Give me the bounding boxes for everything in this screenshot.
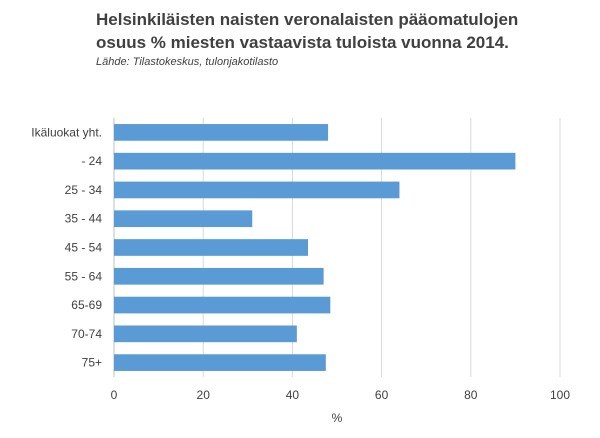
category-label: Ikäluokat yht. bbox=[31, 125, 102, 139]
bar bbox=[114, 124, 329, 141]
bar bbox=[114, 210, 253, 228]
bar bbox=[114, 152, 516, 170]
category-label: 25 - 34 bbox=[65, 183, 103, 197]
category-label: 70-74 bbox=[71, 327, 102, 341]
x-axis-label: % bbox=[332, 411, 343, 425]
x-tick-label: 60 bbox=[375, 388, 389, 402]
bar bbox=[114, 354, 326, 371]
bar bbox=[114, 267, 324, 285]
category-label: 35 - 44 bbox=[65, 212, 103, 226]
category-label: 65-69 bbox=[71, 298, 102, 312]
chart-subtitle: Lähde: Tilastokeskus, tulonjakotilasto bbox=[96, 56, 279, 68]
x-tick-label: 0 bbox=[111, 388, 118, 402]
bar bbox=[114, 325, 297, 343]
chart-title: Helsinkiläisten naisten veronalaisten pä… bbox=[96, 10, 519, 52]
title-block: Helsinkiläisten naisten veronalaisten pä… bbox=[96, 8, 596, 68]
x-tick-label: 100 bbox=[550, 388, 570, 402]
x-tick-label: 20 bbox=[197, 388, 211, 402]
category-label: 45 - 54 bbox=[65, 241, 103, 255]
bar bbox=[114, 296, 331, 314]
category-label: - 24 bbox=[81, 154, 102, 168]
category-label: 55 - 64 bbox=[65, 269, 103, 283]
x-tick-label: 80 bbox=[464, 388, 478, 402]
bar bbox=[114, 181, 400, 199]
x-tick-label: 40 bbox=[286, 388, 300, 402]
bar bbox=[114, 239, 309, 256]
category-label: 75+ bbox=[82, 356, 102, 370]
